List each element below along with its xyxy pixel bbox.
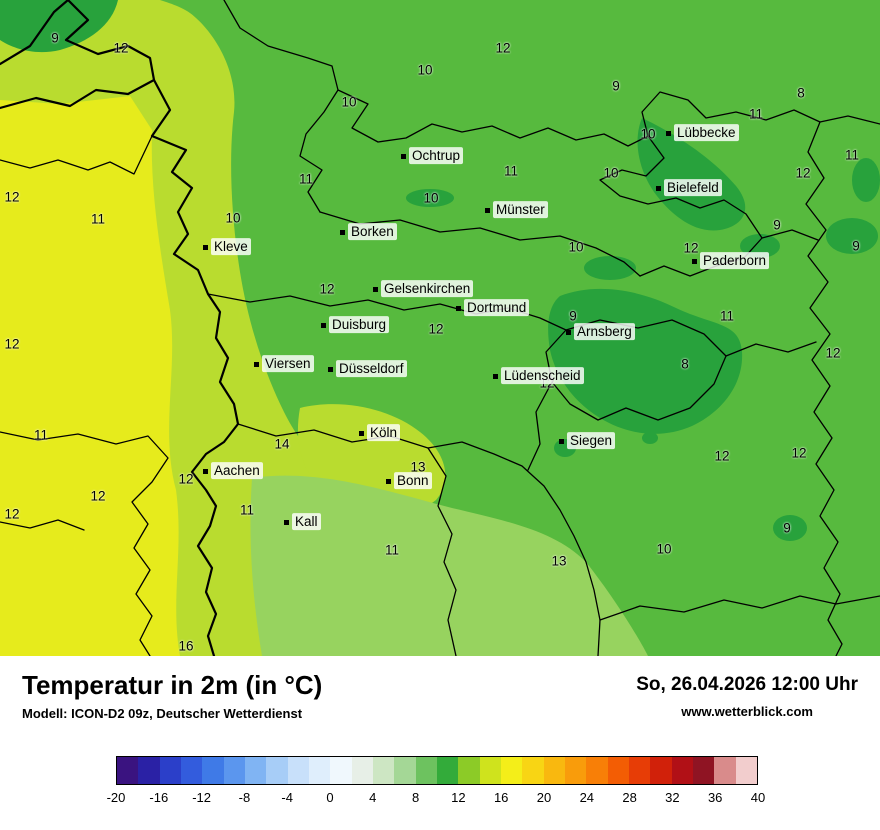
legend-color-segment	[117, 757, 139, 784]
legend-color-segment	[650, 757, 672, 784]
legend-color-segment	[351, 757, 373, 784]
legend-color-segment	[180, 757, 203, 784]
legend-color-segment	[159, 757, 181, 784]
legend-tick-label: 12	[451, 790, 466, 805]
legend-tick-label: 8	[411, 790, 420, 805]
legend-color-segment	[522, 757, 544, 784]
legend: -20 -16 -12 -8 -4 0 4 8 12 16 20 24 28 32 36 40	[107, 756, 766, 810]
map-dark-patch-southeast	[773, 515, 807, 541]
legend-color-segment	[479, 757, 501, 784]
legend-color-segment	[564, 757, 587, 784]
legend-color-segment	[287, 757, 309, 784]
legend-color-segment	[394, 757, 416, 784]
legend-color-segment	[415, 757, 437, 784]
map-dark-patch-muenster	[406, 189, 454, 207]
legend-color-segment	[543, 757, 565, 784]
legend-color-segment	[607, 757, 629, 784]
legend-tick-label: 24	[579, 790, 595, 805]
footer-header: Temperatur in 2m (in °C) Modell: ICON-D2…	[0, 656, 880, 721]
legend-color-segment	[714, 757, 736, 784]
legend-tick-label: 16	[493, 790, 509, 805]
legend-color-segment	[671, 757, 693, 784]
legend-color-segment	[458, 757, 480, 784]
map-dark-patch-nw	[0, 0, 118, 53]
legend-color-segment	[692, 757, 715, 784]
map-svg	[0, 0, 880, 656]
map-dark-patch-haar	[584, 256, 636, 280]
footer: Temperatur in 2m (in °C) Modell: ICON-D2…	[0, 656, 880, 830]
weather-map: 9 12 12 10 9 8 10 11 10 11 11 10 12 11 12 10 11 10 9 10 12 9 1…	[0, 0, 880, 656]
legend-color-segment	[628, 757, 651, 784]
legend-color-segment	[202, 757, 224, 784]
legend-tick-label: -12	[192, 790, 211, 805]
legend-ticks: -20 -16 -12 -8 -4 0 4 8 12 16 20 24 28 32 36 40	[107, 788, 766, 810]
valid-datetime: So, 26.04.2026 12:00 Uhr	[636, 674, 858, 695]
legend-tick-label: -8	[238, 790, 251, 805]
map-dark-patch-east1	[826, 218, 878, 254]
legend-color-segment	[244, 757, 267, 784]
map-dark-patch-east3	[740, 234, 780, 258]
legend-color-segment	[436, 757, 459, 784]
legend-color-segment	[138, 757, 160, 784]
map-dark-patch-east2	[852, 158, 880, 202]
legend-tick-label: 32	[665, 790, 680, 805]
website-text: www.wetterblick.com	[681, 704, 813, 719]
legend-tick-label: 36	[707, 790, 723, 805]
legend-color-segment	[266, 757, 288, 784]
legend-bar	[116, 756, 758, 785]
legend-tick-label: 40	[750, 790, 766, 805]
legend-color-segment	[223, 757, 245, 784]
map-title: Temperatur in 2m (in °C)	[22, 670, 323, 700]
map-pale-region	[250, 475, 648, 656]
legend-tick-label: -4	[281, 790, 293, 805]
legend-tick-label: 0	[326, 790, 334, 805]
footer-right: So, 26.04.2026 12:00 Uhr www.wetterblick…	[636, 670, 858, 719]
legend-color-segment	[330, 757, 352, 784]
legend-tick-label: -16	[149, 790, 169, 805]
model-info: Modell: ICON-D2 09z, Deutscher Wetterdie…	[22, 706, 303, 721]
legend-tick-label: 4	[369, 790, 377, 805]
legend-tick-label: 28	[622, 790, 637, 805]
legend-color-segment	[372, 757, 395, 784]
map-borders	[0, 0, 880, 656]
legend-color-segment	[308, 757, 331, 784]
map-dark-patch-siegen	[554, 439, 576, 457]
map-dark-patch-rothaar	[642, 432, 658, 444]
footer-left: Temperatur in 2m (in °C) Modell: ICON-D2…	[22, 670, 322, 721]
legend-color-segment	[500, 757, 523, 784]
legend-color-segment	[586, 757, 608, 784]
legend-color-segment	[735, 757, 757, 784]
legend-tick-label: -20	[106, 790, 126, 805]
map-yellow-region	[0, 96, 180, 656]
legend-tick-label: 20	[536, 790, 552, 805]
